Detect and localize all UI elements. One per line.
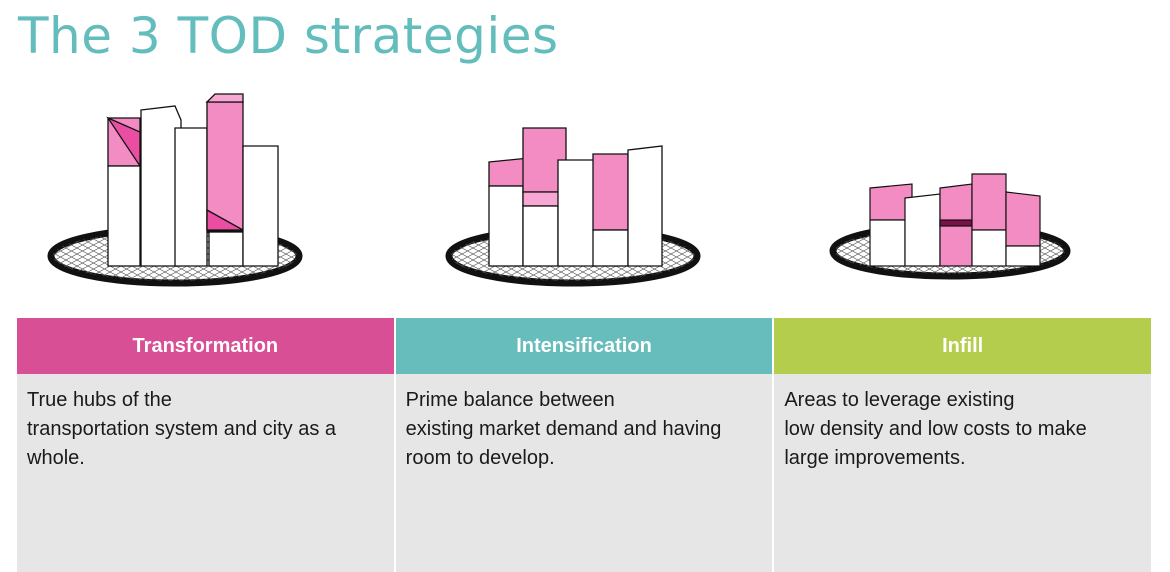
strategy-header: Intensification [395, 318, 773, 374]
strategy-table: Transformation True hubs of the transpor… [17, 318, 1152, 572]
strategy-column-intensification: Intensification Prime balance between ex… [393, 318, 773, 572]
strategy-illustrations [47, 93, 1071, 287]
infill-illustration [829, 173, 1071, 280]
building-cluster [869, 173, 1041, 267]
page-title: The 3 TOD strategies [18, 7, 559, 65]
strategy-description: Prime balance between existing market de… [395, 374, 773, 572]
building-cluster [106, 93, 279, 267]
strategy-column-infill: Infill Areas to leverage existing low de… [772, 318, 1152, 572]
strategy-description: Areas to leverage existing low density a… [774, 374, 1152, 572]
strategy-header: Transformation [17, 318, 394, 374]
building-cluster [488, 127, 663, 267]
transformation-illustration [47, 93, 303, 287]
strategy-description: True hubs of the transportation system a… [17, 374, 394, 572]
strategy-header: Infill [774, 318, 1152, 374]
intensification-illustration [445, 127, 701, 287]
strategy-column-transformation: Transformation True hubs of the transpor… [17, 318, 394, 572]
